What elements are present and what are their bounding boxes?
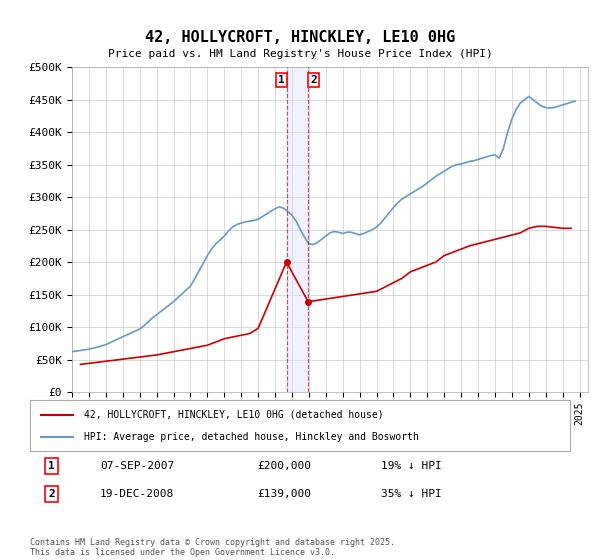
- Text: 19% ↓ HPI: 19% ↓ HPI: [381, 461, 442, 471]
- Text: 2: 2: [310, 75, 317, 85]
- Text: HPI: Average price, detached house, Hinckley and Bosworth: HPI: Average price, detached house, Hinc…: [84, 432, 419, 442]
- Text: 42, HOLLYCROFT, HINCKLEY, LE10 0HG: 42, HOLLYCROFT, HINCKLEY, LE10 0HG: [145, 30, 455, 45]
- Text: £139,000: £139,000: [257, 489, 311, 499]
- Text: 2: 2: [48, 489, 55, 499]
- Text: 19-DEC-2008: 19-DEC-2008: [100, 489, 175, 499]
- Text: 07-SEP-2007: 07-SEP-2007: [100, 461, 175, 471]
- Text: 42, HOLLYCROFT, HINCKLEY, LE10 0HG (detached house): 42, HOLLYCROFT, HINCKLEY, LE10 0HG (deta…: [84, 409, 383, 419]
- Text: 1: 1: [278, 75, 285, 85]
- Text: 35% ↓ HPI: 35% ↓ HPI: [381, 489, 442, 499]
- Text: Price paid vs. HM Land Registry's House Price Index (HPI): Price paid vs. HM Land Registry's House …: [107, 49, 493, 59]
- Text: Contains HM Land Registry data © Crown copyright and database right 2025.
This d: Contains HM Land Registry data © Crown c…: [30, 538, 395, 557]
- Text: £200,000: £200,000: [257, 461, 311, 471]
- Bar: [287, 67, 308, 392]
- Text: 1: 1: [48, 461, 55, 471]
